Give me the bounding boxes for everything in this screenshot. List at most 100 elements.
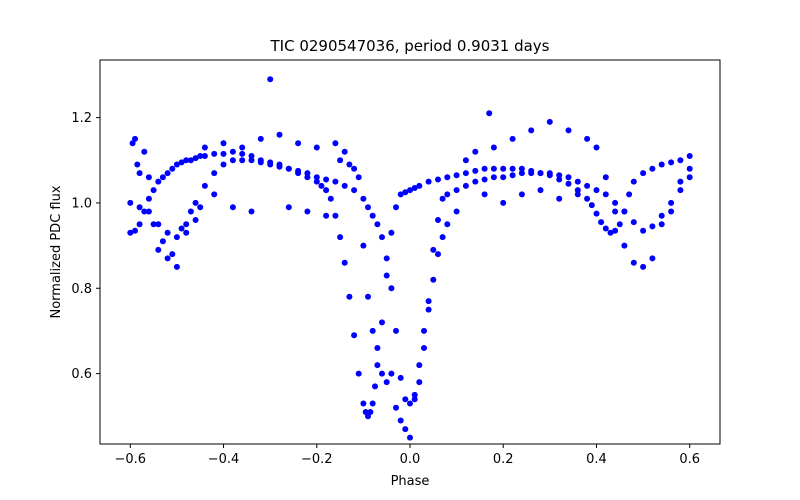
data-point [462,157,469,164]
x-axis: −0.6 −0.4 −0.2 0.0 0.2 0.4 0.6 [115,444,700,467]
data-point [173,161,180,168]
data-point [374,345,381,351]
data-point [164,229,171,236]
data-point [393,204,399,211]
data-point [304,174,311,181]
data-point [668,159,675,166]
x-tick-label: 0.0 [400,452,421,467]
data-point [616,221,623,228]
data-point [159,238,166,245]
x-tick-label: −0.4 [208,452,240,467]
data-point [602,225,609,232]
data-point [421,345,427,351]
data-point [402,189,409,196]
data-point [164,170,171,177]
data-point [173,263,180,270]
data-point [267,161,274,168]
data-point [132,135,138,142]
data-point [537,187,544,194]
data-point [686,165,693,172]
data-point [211,150,218,157]
data-point [346,293,353,300]
data-point [435,251,441,258]
data-point [397,191,404,198]
data-point [332,178,339,185]
x-tick-label: 0.4 [586,452,607,467]
data-point [127,229,134,236]
data-point [248,208,255,215]
data-point [379,370,385,377]
data-point [565,127,572,134]
data-point [134,161,141,168]
data-point [155,246,162,253]
data-point [239,157,246,164]
data-point [444,221,451,228]
data-point [439,195,446,202]
data-point [257,135,264,142]
x-tick-label: 0.6 [679,452,700,467]
data-point [360,195,367,202]
data-point [556,176,563,183]
data-point [164,255,171,262]
data-point [537,170,544,177]
data-point [374,221,381,228]
data-point [383,379,390,386]
data-point [453,187,460,194]
data-point [453,172,460,179]
data-point [178,159,185,166]
data-point [630,178,637,185]
data-point [372,383,378,390]
data-point [425,298,432,305]
data-point [407,434,413,441]
data-point [500,165,507,172]
data-point [588,202,595,209]
data-point [462,182,469,189]
data-point [593,187,600,194]
data-point [556,195,563,202]
data-point [416,379,423,386]
data-point [677,157,684,164]
data-point [402,426,409,433]
data-point [658,221,665,228]
data-point [295,140,302,147]
data-point [393,404,399,411]
data-point [630,219,637,226]
data-point [481,165,488,172]
data-point [472,178,479,185]
data-point [649,255,656,262]
data-point [367,409,374,415]
data-point [285,204,292,211]
data-point [383,272,390,279]
data-point [518,165,525,172]
data-point [248,153,255,159]
data-point [472,148,479,155]
data-point [229,204,236,211]
data-point [369,212,376,219]
data-point [197,153,204,159]
y-tick-label: 1.2 [71,111,92,126]
data-point [397,417,404,424]
data-point [546,170,553,177]
data-point [341,259,348,266]
y-tick-label: 0.8 [71,282,92,297]
data-point [145,195,152,202]
data-point [346,161,353,168]
data-point [565,180,572,187]
data-point [192,199,199,206]
data-point [472,167,479,174]
data-point [323,176,330,183]
data-point [327,195,334,202]
data-point [500,174,507,181]
data-points [127,76,693,441]
data-point [565,174,572,181]
data-point [313,144,320,151]
data-point [621,242,628,249]
data-point [584,182,591,189]
data-point [602,174,609,181]
data-point [323,187,330,194]
data-point [658,212,665,219]
data-point [411,391,418,398]
data-point [337,157,344,164]
data-point [546,118,553,125]
data-point [388,229,395,236]
